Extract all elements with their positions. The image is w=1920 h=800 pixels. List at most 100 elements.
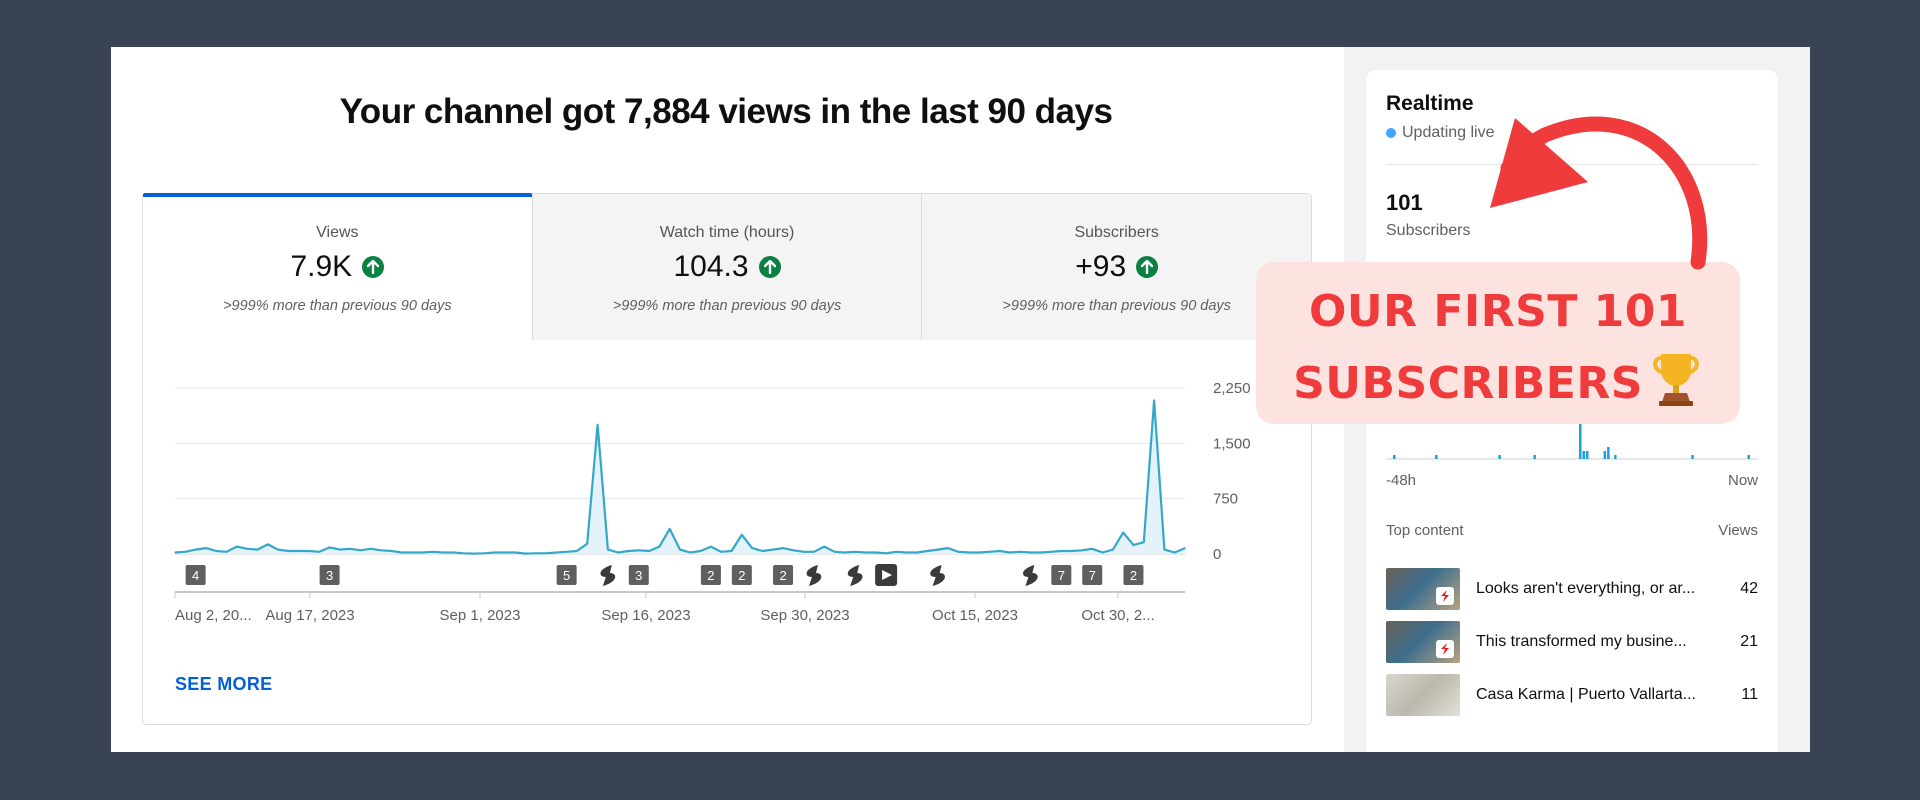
views-point — [184, 551, 186, 553]
top-content-views: 42 — [1740, 580, 1758, 597]
views-point — [462, 552, 465, 554]
views-point — [421, 551, 423, 554]
views-point — [916, 551, 918, 554]
upload-count-marker — [628, 565, 649, 585]
views-point — [669, 528, 671, 530]
top-content-item[interactable]: Casa Karma | Puerto Vallarta... 11 — [1386, 674, 1758, 716]
views-point — [1060, 550, 1062, 552]
views-point — [215, 550, 217, 552]
live-dot-icon — [1386, 128, 1396, 138]
y-tick-label: 750 — [1213, 491, 1238, 508]
shorts-upload-marker-icon — [806, 565, 822, 586]
x-tick-label: Sep 1, 2023 — [440, 607, 521, 624]
realtime-bar — [1579, 423, 1582, 459]
annotation-text: OUR FIRST 101 SUBSCRIBERS — [1256, 276, 1740, 420]
tab-label: Views — [316, 224, 359, 241]
top-content-title: Looks aren't everything, or ar... — [1476, 580, 1696, 597]
views-point — [370, 548, 372, 550]
realtime-bar — [1586, 451, 1589, 459]
shorts-icon — [1436, 587, 1454, 605]
views-point — [720, 551, 722, 553]
y-tick-label: 0 — [1213, 546, 1221, 563]
x-tick-label: Sep 16, 2023 — [601, 607, 690, 624]
views-point — [751, 547, 753, 549]
x-tick-label: Aug 17, 2023 — [265, 607, 354, 624]
views-point — [195, 548, 197, 551]
tab-value-text: 104.3 — [673, 250, 749, 283]
shorts-upload-marker-icon — [930, 565, 945, 586]
views-point — [885, 552, 887, 554]
upload-count-label: 5 — [563, 568, 570, 583]
realtime-bar — [1691, 455, 1694, 459]
tab-comparison: >999% more than previous 90 days — [223, 298, 452, 314]
upload-count-marker — [773, 565, 794, 585]
tab-views[interactable]: Views 7.9K >999% more than previous 90 d… — [143, 193, 532, 340]
upload-count-label: 4 — [192, 568, 199, 583]
views-point — [596, 424, 599, 426]
views-point — [710, 546, 712, 548]
views-point — [1040, 551, 1042, 554]
views-point — [359, 549, 362, 551]
views-point — [205, 547, 207, 549]
views-point — [545, 552, 547, 554]
realtime-status-text: Updating live — [1402, 124, 1495, 141]
views-point — [1009, 551, 1011, 554]
views-point — [1091, 548, 1093, 550]
views-point — [1174, 551, 1176, 554]
views-point — [380, 549, 382, 551]
top-content-item[interactable]: Looks aren't everything, or ar... 42 — [1386, 568, 1758, 610]
tab-comparison: >999% more than previous 90 days — [612, 298, 842, 314]
upload-count-marker — [1051, 565, 1072, 585]
arrow-up-icon — [758, 256, 781, 278]
shorts-icon — [1436, 640, 1454, 658]
views-point — [473, 553, 475, 555]
upload-count-label: 3 — [635, 568, 642, 583]
views-point — [287, 550, 289, 552]
upload-count-label: 2 — [1130, 568, 1137, 583]
views-point — [998, 550, 1001, 552]
top-content-heading: Top content — [1386, 522, 1464, 539]
upload-count-label: 2 — [707, 568, 714, 583]
views-point — [339, 548, 341, 551]
views-point — [741, 534, 743, 536]
upload-count-marker — [556, 565, 577, 585]
tab-value-text: +93 — [1075, 250, 1127, 283]
tab-value: 7.9K — [143, 250, 532, 284]
video-thumbnail — [1386, 674, 1460, 716]
see-more-link[interactable]: SEE MORE — [175, 674, 273, 694]
views-point — [1019, 551, 1021, 553]
views-point — [782, 547, 784, 549]
views-point — [246, 548, 248, 550]
views-point — [1122, 532, 1124, 534]
realtime-bar — [1614, 455, 1617, 459]
views-point — [947, 547, 949, 549]
views-point — [864, 551, 867, 554]
shorts-upload-marker-icon — [847, 565, 863, 586]
x-tick-label: Aug 2, 20... — [175, 607, 252, 624]
views-point — [730, 550, 733, 552]
views-point — [926, 550, 928, 552]
top-content-item[interactable]: This transformed my busine... 21 — [1386, 621, 1758, 663]
realtime-bar — [1435, 455, 1438, 459]
views-series-line — [174, 399, 1186, 555]
tab-watch-time[interactable]: Watch time (hours) 104.3 >999% more than… — [531, 194, 922, 340]
x-tick-label: Oct 30, 2... — [1081, 607, 1154, 624]
upload-count-label: 7 — [1058, 568, 1065, 583]
tab-subscribers[interactable]: Subscribers +93 >999% more than previous… — [921, 194, 1312, 340]
upload-count-label: 2 — [779, 568, 786, 583]
play-icon — [882, 570, 893, 580]
views-point — [555, 551, 557, 554]
realtime-bar — [1603, 451, 1607, 459]
upload-count-label: 2 — [738, 568, 745, 583]
upload-count-marker — [185, 565, 206, 585]
views-point — [967, 551, 970, 554]
views-point — [586, 543, 588, 545]
views-point — [854, 551, 856, 553]
realtime-bar — [1607, 447, 1610, 459]
realtime-bar — [1393, 455, 1396, 459]
shorts-upload-marker-icon — [600, 565, 616, 586]
views-point — [1112, 548, 1114, 551]
realtime-bar — [1498, 455, 1501, 459]
views-point — [566, 551, 568, 553]
